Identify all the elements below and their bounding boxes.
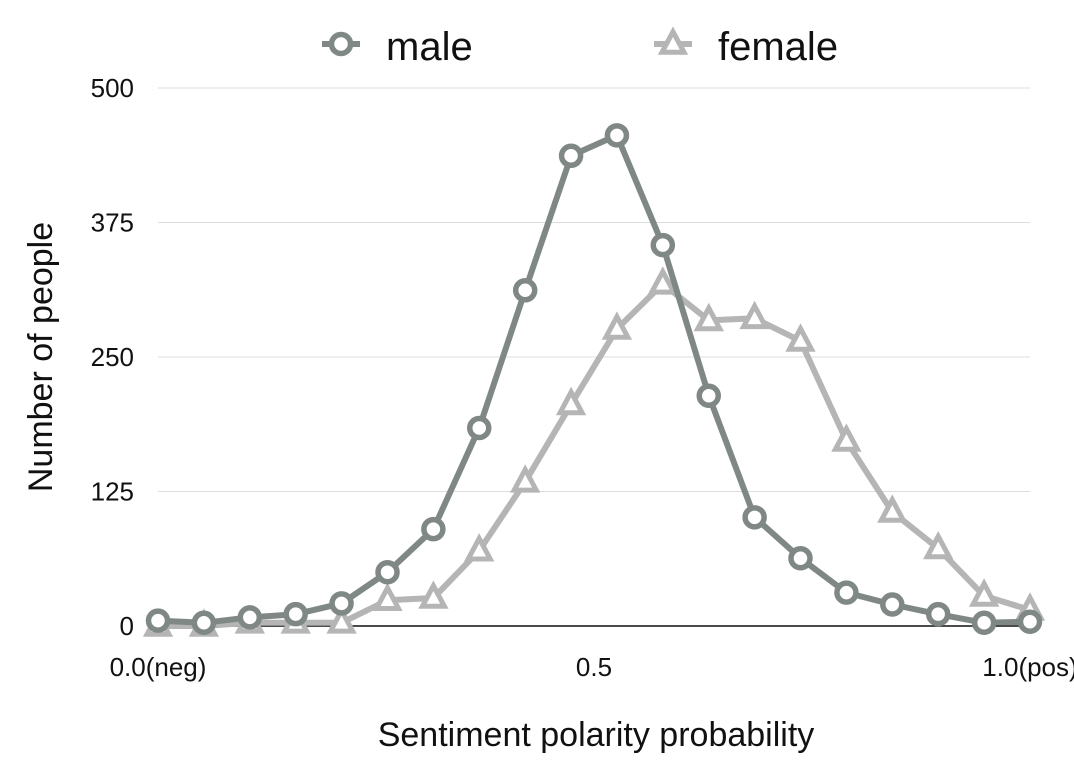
data-point-male	[558, 143, 584, 169]
data-point-male	[191, 610, 217, 636]
data-point-female	[464, 533, 495, 562]
data-point-male	[1017, 609, 1043, 634]
series-female	[142, 266, 1046, 637]
data-point-male	[329, 591, 354, 616]
data-point-male	[788, 545, 813, 571]
data-point-female	[326, 605, 357, 634]
data-point-female	[785, 323, 816, 352]
data-point-female	[647, 266, 678, 295]
x-axis-ticks: 0.0(neg) 0.5 1.0(pos)	[110, 652, 1074, 682]
data-point-female	[372, 582, 403, 611]
data-point-male	[283, 601, 308, 627]
data-point-male	[604, 123, 630, 148]
data-point-female	[739, 300, 770, 330]
series-male-line	[157, 132, 1031, 626]
data-point-female	[968, 578, 1000, 607]
data-point-male	[512, 278, 538, 303]
data-point-male	[375, 559, 400, 585]
data-point-female	[877, 494, 908, 523]
data-point-male	[145, 608, 171, 633]
legend: male female	[322, 25, 838, 69]
data-point-female	[418, 580, 449, 609]
y-tick-label: 500	[91, 73, 134, 103]
y-tick-label: 125	[91, 477, 134, 507]
data-point-female	[693, 302, 724, 332]
y-axis-title: Number of people	[22, 222, 60, 492]
legend-item-male: male	[322, 25, 473, 69]
data-point-male	[650, 232, 676, 258]
x-tick-label: 0.0(neg)	[110, 652, 207, 682]
data-point-female	[923, 531, 954, 560]
y-tick-label: 0	[120, 611, 134, 641]
data-point-female	[831, 423, 862, 452]
y-tick-label: 375	[91, 208, 134, 238]
data-point-female	[510, 464, 541, 493]
data-point-male	[237, 605, 263, 630]
data-point-female	[601, 311, 633, 340]
series-male	[145, 123, 1043, 636]
y-tick-label: 250	[91, 342, 134, 372]
data-point-female	[555, 386, 587, 416]
data-point-male	[971, 610, 997, 636]
data-point-male	[834, 580, 859, 605]
legend-female-label: female	[718, 25, 838, 69]
x-axis-title: Sentiment polarity probability	[378, 716, 815, 754]
data-point-male	[742, 505, 767, 530]
y-axis-ticks: 0 125 250 375 500	[91, 73, 134, 641]
legend-female-marker	[657, 26, 689, 55]
x-tick-label: 0.5	[576, 652, 612, 682]
legend-item-female: female	[654, 25, 838, 69]
data-point-male	[880, 592, 905, 617]
gridlines	[158, 87, 1030, 492]
data-point-male	[925, 601, 951, 627]
legend-male-marker	[328, 31, 354, 57]
series-layer	[142, 123, 1046, 637]
data-point-male	[696, 383, 722, 408]
series-female-line	[158, 280, 1031, 629]
data-point-male	[466, 415, 492, 441]
x-tick-label: 1.0(pos)	[982, 652, 1074, 682]
legend-male-label: male	[386, 25, 473, 69]
data-point-male	[421, 516, 446, 542]
